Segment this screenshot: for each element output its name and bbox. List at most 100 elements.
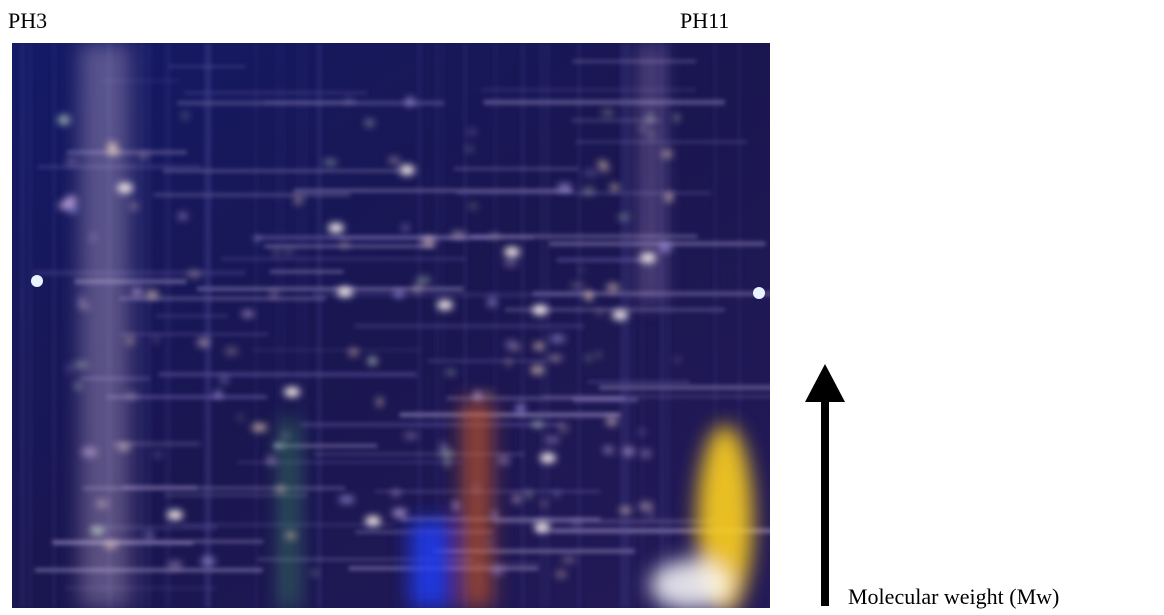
protein-spot bbox=[399, 165, 415, 175]
protein-spot bbox=[658, 242, 672, 253]
vertical-streak bbox=[436, 43, 439, 608]
vertical-streak bbox=[493, 43, 495, 608]
protein-spot bbox=[57, 115, 71, 125]
protein-spot bbox=[65, 195, 77, 205]
protein-spot bbox=[393, 290, 405, 298]
vertical-streak bbox=[442, 43, 444, 608]
protein-spot bbox=[640, 449, 652, 458]
protein-spot bbox=[224, 347, 239, 356]
streak bbox=[162, 169, 399, 173]
protein-spot bbox=[403, 433, 418, 439]
protein-spot bbox=[599, 163, 610, 173]
protein-spot bbox=[392, 508, 408, 518]
protein-spot bbox=[647, 113, 653, 124]
streak bbox=[536, 528, 770, 533]
streak bbox=[453, 167, 578, 171]
protein-spot bbox=[544, 436, 560, 444]
vertical-streak bbox=[28, 43, 32, 608]
protein-spot bbox=[466, 146, 473, 152]
streak bbox=[156, 314, 229, 318]
protein-spot bbox=[376, 397, 383, 407]
protein-spot bbox=[446, 370, 456, 375]
protein-spot bbox=[555, 570, 567, 579]
protein-spot bbox=[284, 387, 300, 397]
protein-spot bbox=[569, 282, 585, 289]
lane-glow bbox=[462, 400, 492, 608]
protein-spot bbox=[647, 512, 655, 518]
protein-spot bbox=[547, 355, 563, 361]
streak bbox=[269, 270, 344, 274]
protein-spot bbox=[561, 557, 577, 562]
protein-spot bbox=[124, 393, 138, 399]
streak bbox=[82, 486, 346, 490]
protein-spot bbox=[582, 169, 599, 177]
vertical-streak bbox=[495, 43, 498, 608]
vertical-streak bbox=[208, 43, 211, 608]
vertical-streak bbox=[667, 43, 670, 608]
protein-spot bbox=[339, 241, 350, 248]
protein-spot bbox=[612, 310, 628, 320]
protein-spot bbox=[584, 290, 593, 301]
protein-spot bbox=[638, 501, 654, 512]
protein-spot bbox=[640, 253, 656, 263]
protein-spot bbox=[469, 203, 477, 209]
streak bbox=[264, 244, 434, 248]
vertical-streak bbox=[623, 43, 626, 608]
vertical-streak bbox=[204, 43, 208, 608]
protein-spot bbox=[214, 390, 223, 399]
streak bbox=[504, 308, 726, 312]
streak bbox=[446, 396, 625, 400]
protein-spot bbox=[153, 451, 162, 459]
protein-spot bbox=[439, 449, 455, 458]
arrow-head bbox=[805, 364, 845, 402]
streak bbox=[158, 372, 417, 377]
marker-dot bbox=[31, 275, 43, 287]
streak bbox=[153, 192, 351, 197]
streak bbox=[273, 444, 378, 448]
vertical-streak bbox=[661, 43, 664, 608]
protein-spot bbox=[328, 223, 344, 233]
protein-spot bbox=[473, 390, 483, 401]
protein-spot bbox=[338, 495, 355, 504]
streak bbox=[112, 441, 201, 447]
protein-spot bbox=[73, 362, 89, 367]
protein-spot bbox=[129, 202, 139, 211]
protein-spot bbox=[601, 108, 615, 117]
protein-spot bbox=[346, 98, 352, 103]
streak bbox=[354, 323, 585, 329]
protein-spot bbox=[638, 428, 645, 435]
lane-glow bbox=[410, 520, 450, 608]
protein-spot bbox=[254, 236, 260, 243]
streak bbox=[168, 65, 246, 68]
vertical-streak bbox=[52, 43, 56, 608]
protein-spot bbox=[310, 570, 319, 576]
streak bbox=[196, 287, 464, 291]
protein-spot bbox=[467, 129, 477, 135]
protein-spot bbox=[532, 305, 548, 315]
ph-left-label: PH3 bbox=[8, 8, 47, 33]
protein-spot bbox=[365, 516, 381, 526]
gel-image bbox=[12, 43, 770, 608]
vertical-streak bbox=[577, 43, 581, 608]
protein-spot bbox=[617, 215, 630, 220]
streak bbox=[399, 412, 621, 418]
protein-spot bbox=[388, 157, 400, 164]
streak bbox=[119, 296, 326, 301]
vertical-streak bbox=[298, 43, 300, 608]
protein-spot bbox=[437, 300, 453, 310]
vertical-streak bbox=[464, 43, 467, 608]
protein-spot bbox=[571, 520, 582, 527]
streak bbox=[122, 485, 198, 490]
lane-glow bbox=[80, 43, 130, 608]
lane-glow bbox=[282, 420, 296, 608]
protein-spot bbox=[153, 335, 160, 343]
protein-spot bbox=[66, 157, 77, 166]
protein-spot bbox=[282, 432, 288, 439]
protein-spot bbox=[533, 342, 545, 350]
streak bbox=[252, 348, 421, 352]
protein-spot bbox=[107, 141, 117, 152]
protein-spot bbox=[273, 248, 279, 256]
protein-spot bbox=[413, 284, 421, 294]
protein-spot bbox=[549, 334, 566, 343]
